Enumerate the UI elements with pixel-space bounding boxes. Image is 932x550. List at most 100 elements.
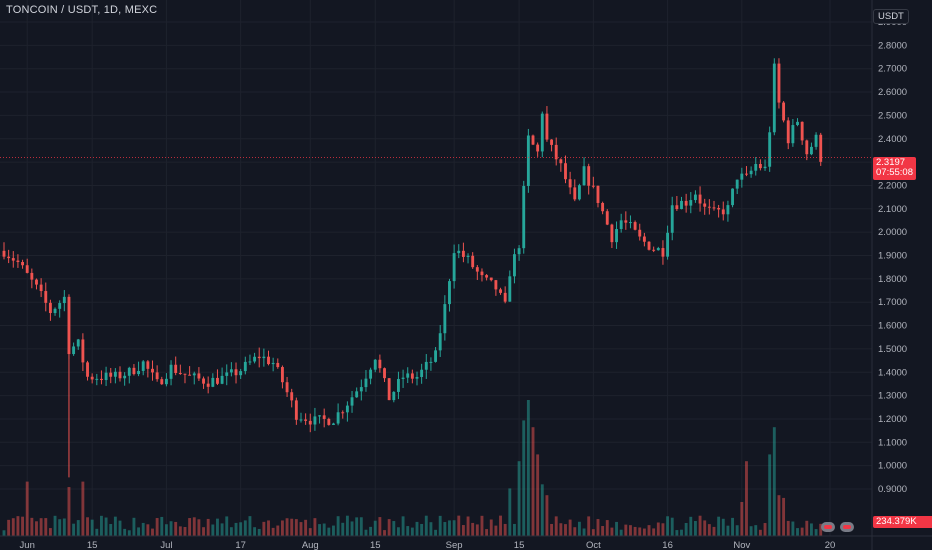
candle-body <box>522 185 526 249</box>
candle <box>248 354 252 366</box>
volume-bar <box>95 528 99 536</box>
candle <box>772 58 776 136</box>
volume-bar <box>503 523 507 536</box>
symbol-title[interactable]: TONCOIN / USDT, 1D, MEXC <box>6 4 158 16</box>
volume-bar <box>30 517 34 536</box>
candle-body <box>661 248 665 257</box>
volume-bar <box>257 528 261 536</box>
candle-body <box>100 378 103 381</box>
volume-bar <box>573 527 577 536</box>
volume-bar <box>424 515 428 536</box>
time-tick-label: Aug <box>302 540 319 550</box>
candle <box>429 357 433 371</box>
candle <box>480 268 484 282</box>
candle-body <box>243 361 247 372</box>
candle-body <box>805 140 809 155</box>
volume-bar <box>53 515 57 536</box>
volume-bar <box>819 523 823 536</box>
candle-body <box>809 146 813 155</box>
candle-body <box>619 220 623 230</box>
candle-body <box>299 419 303 421</box>
candle-body <box>308 420 312 425</box>
candle-body <box>164 378 168 385</box>
volume-bar <box>21 516 25 536</box>
candle <box>526 128 530 193</box>
volume-bar <box>684 522 688 536</box>
candle <box>401 369 405 388</box>
volume-bar <box>485 529 489 536</box>
volume-bar <box>345 515 349 536</box>
candle-body <box>577 185 581 200</box>
candle <box>768 126 772 172</box>
candle-body <box>11 258 15 261</box>
candle <box>800 121 804 145</box>
volume-bar <box>90 519 94 536</box>
candle-body <box>415 376 419 379</box>
candle <box>113 368 117 384</box>
candle <box>308 413 312 433</box>
volume-bar <box>615 521 618 536</box>
candle-body <box>401 377 405 379</box>
candle <box>169 360 173 386</box>
time-tick-label: Oct <box>586 540 601 550</box>
candle-body <box>680 200 683 210</box>
volume-bar <box>146 524 150 536</box>
candle <box>601 201 605 215</box>
volume-bar <box>703 520 707 536</box>
candle <box>276 358 280 369</box>
price-tick-label: 2.4000 <box>878 134 907 145</box>
candle-body <box>559 159 563 164</box>
candle-body <box>290 392 294 401</box>
volume-bar <box>596 519 600 536</box>
candle <box>582 157 586 186</box>
candle-body <box>396 378 400 392</box>
candle-body <box>25 265 29 273</box>
earnings-flag-icon[interactable] <box>821 522 835 532</box>
time-axis[interactable]: Jun 15 Jul 17 Aug 15 Sep 15 Oct 16 Nov 20 <box>20 540 836 550</box>
quote-currency-label[interactable]: USDT <box>873 9 909 24</box>
candle <box>183 373 187 384</box>
candle <box>726 200 730 222</box>
candle <box>174 356 178 376</box>
candle <box>280 365 284 389</box>
candle <box>475 265 479 280</box>
candle-body <box>536 144 540 152</box>
volume-bar <box>332 525 335 536</box>
candle <box>243 356 247 375</box>
candle-body <box>438 333 442 351</box>
candle <box>355 387 359 398</box>
candle <box>387 378 391 401</box>
candle-body <box>267 356 270 365</box>
volume-bar <box>336 516 340 536</box>
candle-body <box>392 391 396 401</box>
candle <box>448 278 451 312</box>
price-tick-label: 2.2000 <box>878 180 907 191</box>
candle <box>21 259 25 269</box>
candle <box>160 376 164 385</box>
volume-bar <box>123 528 127 536</box>
volume-bar <box>721 518 725 536</box>
candle-body <box>239 371 243 376</box>
price-axis[interactable]: 2.90002.80002.70002.60002.50002.40002.30… <box>878 17 907 495</box>
volume-bar <box>452 520 456 536</box>
candle-body <box>675 205 679 210</box>
volume-bar <box>415 521 419 536</box>
price-tick-label: 1.0000 <box>878 461 907 472</box>
candle-body <box>573 187 577 200</box>
candle-body <box>192 373 196 376</box>
volume-bar <box>220 523 224 536</box>
candle-body <box>248 361 252 363</box>
candle <box>805 139 809 161</box>
candle-body <box>369 369 373 379</box>
volume-bar <box>132 517 136 536</box>
earnings-flag-icon[interactable] <box>840 522 854 532</box>
candle <box>591 176 595 189</box>
candle-body <box>434 350 438 362</box>
candle-body <box>689 200 693 206</box>
candle <box>443 295 447 341</box>
volume-bar <box>429 522 433 536</box>
candle <box>253 352 257 364</box>
candle-body <box>768 132 772 167</box>
candle <box>188 366 192 376</box>
